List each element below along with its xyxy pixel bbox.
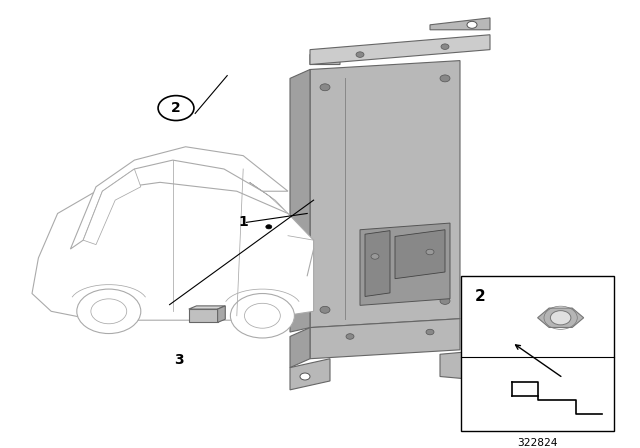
Polygon shape — [538, 308, 584, 327]
Circle shape — [300, 373, 310, 380]
Circle shape — [356, 52, 364, 57]
Polygon shape — [310, 319, 460, 359]
Polygon shape — [440, 350, 490, 381]
Circle shape — [440, 75, 450, 82]
Polygon shape — [290, 359, 330, 390]
Circle shape — [426, 249, 434, 255]
Circle shape — [320, 306, 330, 313]
Polygon shape — [360, 223, 450, 306]
Polygon shape — [189, 309, 218, 323]
Polygon shape — [218, 306, 225, 323]
Polygon shape — [290, 69, 310, 332]
Polygon shape — [32, 182, 314, 320]
Circle shape — [346, 334, 354, 339]
Polygon shape — [83, 169, 141, 245]
Polygon shape — [250, 182, 288, 213]
Circle shape — [441, 44, 449, 49]
Polygon shape — [70, 147, 288, 249]
Circle shape — [244, 303, 280, 328]
Circle shape — [266, 225, 272, 229]
Circle shape — [550, 310, 571, 325]
Polygon shape — [310, 47, 340, 65]
Circle shape — [440, 297, 450, 304]
Circle shape — [77, 289, 141, 334]
Polygon shape — [395, 230, 445, 279]
FancyBboxPatch shape — [474, 364, 602, 418]
Polygon shape — [310, 35, 490, 65]
Circle shape — [91, 299, 127, 324]
Text: 1: 1 — [238, 215, 248, 229]
Text: 2: 2 — [475, 289, 485, 304]
Circle shape — [315, 53, 325, 60]
Circle shape — [426, 329, 434, 335]
Polygon shape — [430, 18, 490, 30]
Circle shape — [320, 84, 330, 91]
Circle shape — [371, 254, 379, 259]
Polygon shape — [365, 231, 390, 297]
Text: 3: 3 — [174, 353, 184, 367]
Text: 2: 2 — [171, 101, 181, 115]
Circle shape — [158, 95, 194, 121]
Circle shape — [467, 22, 477, 28]
Circle shape — [230, 293, 294, 338]
Text: 322824: 322824 — [517, 438, 558, 448]
Polygon shape — [310, 60, 460, 327]
Polygon shape — [290, 327, 310, 368]
Circle shape — [473, 360, 483, 366]
FancyBboxPatch shape — [461, 276, 614, 431]
Polygon shape — [189, 306, 225, 309]
